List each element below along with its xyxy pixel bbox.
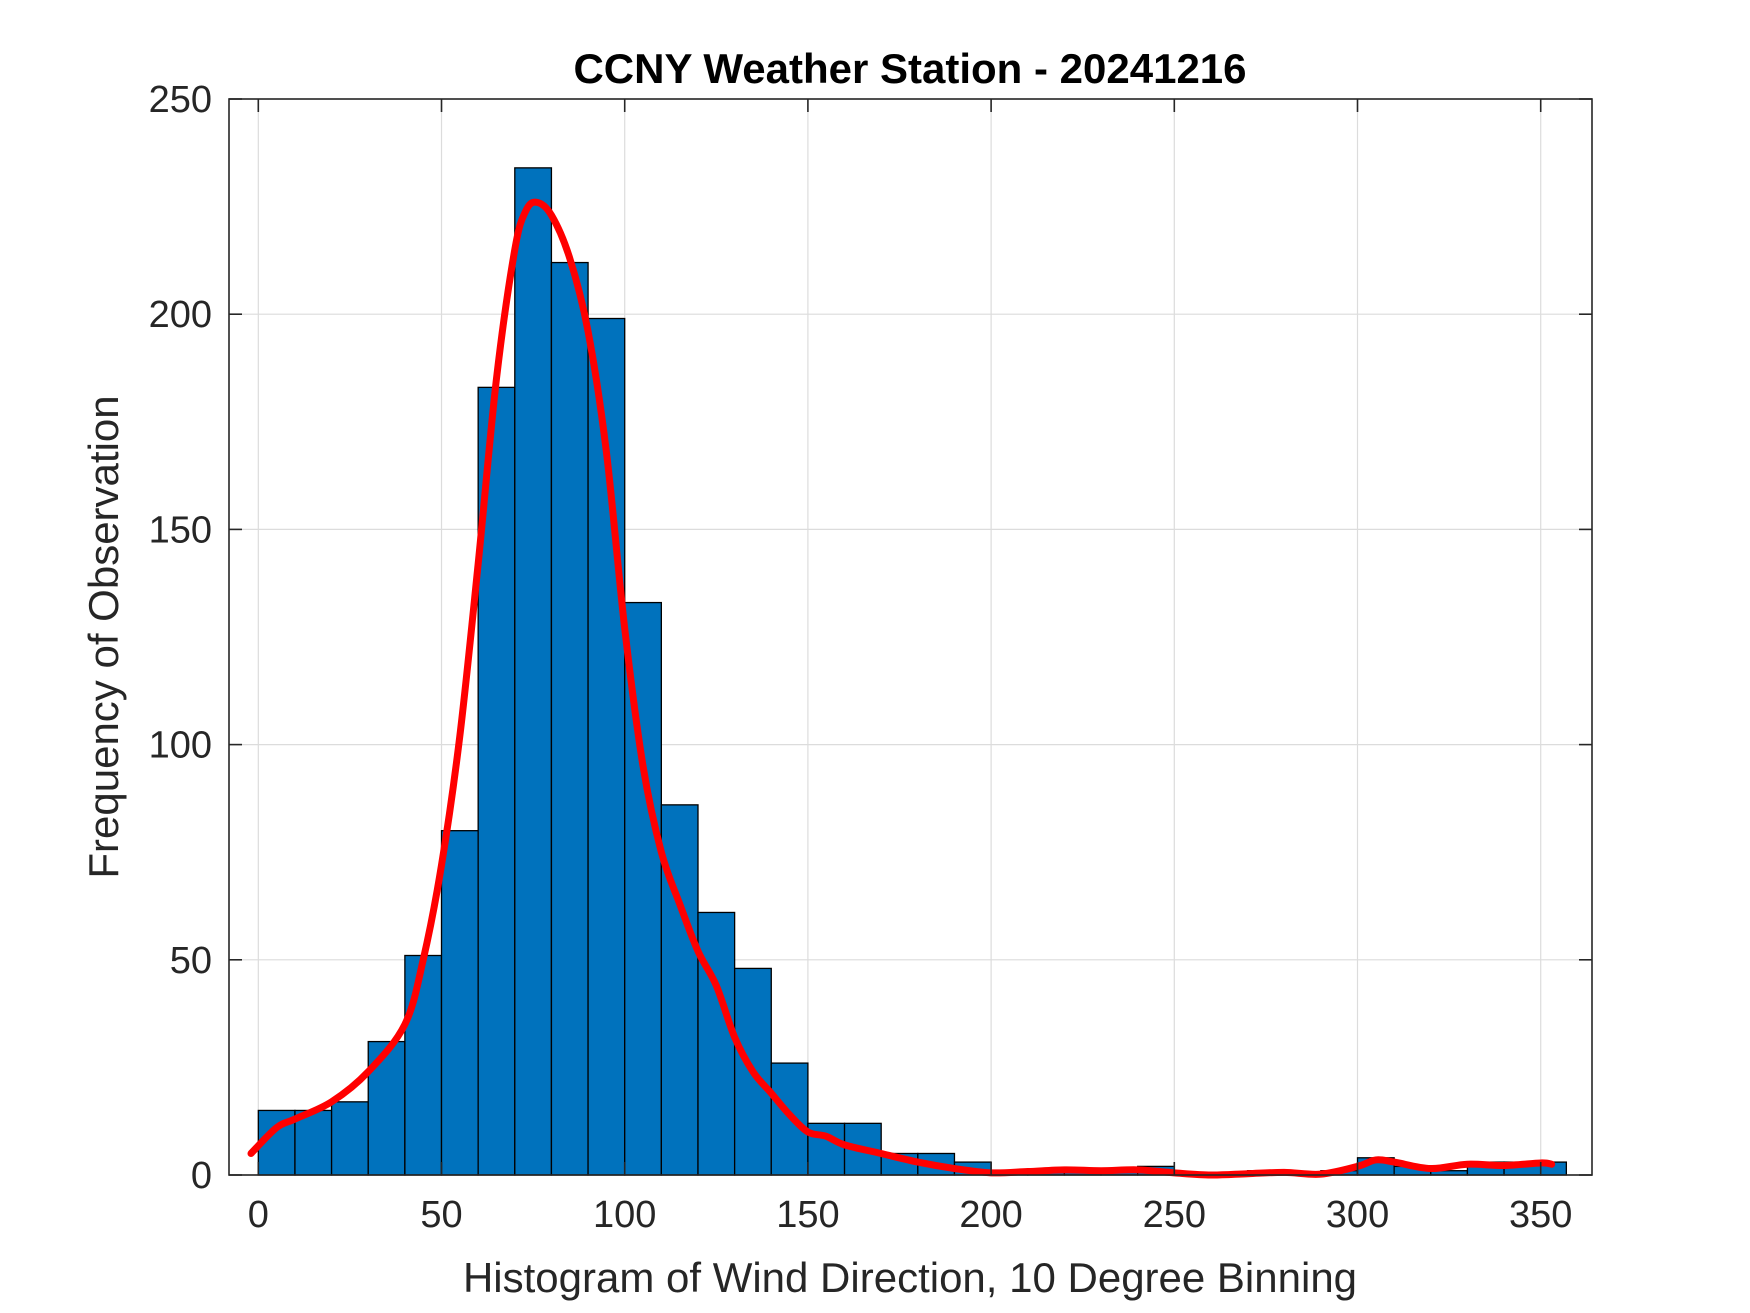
x-tick-label: 350 — [1509, 1194, 1572, 1236]
fit-curve-layer — [247, 198, 1556, 1179]
x-tick-label: 250 — [1143, 1194, 1206, 1236]
histogram-bar — [330, 1101, 369, 1176]
x-tick-label: 100 — [593, 1194, 656, 1236]
histogram-bar — [294, 1109, 333, 1176]
chart-title: CCNY Weather Station - 20241216 — [573, 45, 1246, 92]
histogram-bar — [514, 167, 553, 1176]
x-tick-label: 300 — [1326, 1194, 1389, 1236]
y-axis-label: Frequency of Observation — [80, 395, 127, 878]
histogram-bar — [440, 830, 479, 1176]
axis-ticks: 0 50 100 150 200 250 300 350 0 50 100 150 200 250 — [149, 79, 1592, 1236]
y-tick-label: 0 — [191, 1155, 212, 1197]
y-tick-label: 100 — [149, 725, 212, 767]
histogram-bar — [697, 911, 736, 1176]
histogram-bar — [550, 261, 589, 1176]
axes-box — [228, 98, 1593, 1176]
y-tick-label: 150 — [149, 509, 212, 551]
y-tick-label: 200 — [149, 294, 212, 336]
x-tick-label: 150 — [776, 1194, 839, 1236]
x-tick-label: 0 — [248, 1194, 269, 1236]
x-tick-label: 200 — [959, 1194, 1022, 1236]
y-tick-label: 50 — [170, 940, 212, 982]
y-tick-label: 250 — [149, 79, 212, 121]
x-axis-label: Histogram of Wind Direction, 10 Degree B… — [463, 1254, 1357, 1301]
histogram-bar — [404, 954, 443, 1176]
x-tick-label: 50 — [420, 1194, 462, 1236]
fit-curve-line — [247, 198, 1556, 1179]
grid-lines — [229, 98, 1592, 1176]
